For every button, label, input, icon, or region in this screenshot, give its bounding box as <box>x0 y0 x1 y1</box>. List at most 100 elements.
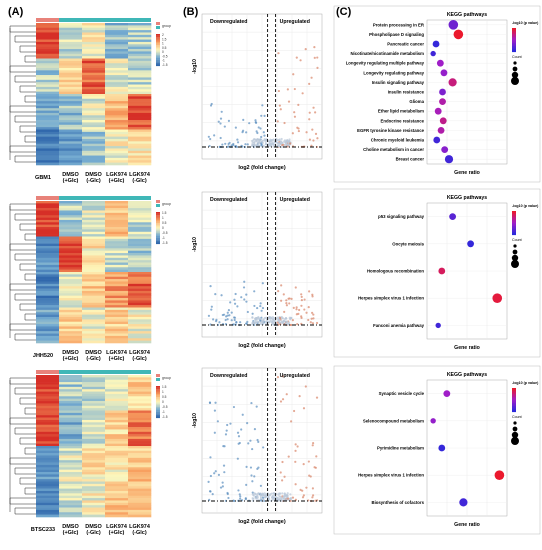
volcano-point-ns <box>259 496 263 499</box>
heatmap-cell <box>105 429 129 433</box>
group-bar-control <box>36 370 59 374</box>
heatmap-cell <box>82 307 106 311</box>
heatmap-cell <box>105 507 129 511</box>
volcano-point-down <box>227 496 230 500</box>
heatmap-cell <box>82 108 106 111</box>
volcano-point-up <box>289 499 292 503</box>
heatmap-cell <box>59 417 83 421</box>
heatmap-cell <box>82 117 106 121</box>
volcano-point-down <box>216 420 219 423</box>
heatmap-cell <box>105 120 129 123</box>
heatmap-cell <box>105 286 129 289</box>
legend-tick: -1 <box>162 410 165 414</box>
heatmap-cell <box>128 25 152 29</box>
legend-tick: 1.5 <box>162 211 167 215</box>
heatmap-cell <box>82 331 106 334</box>
row-dendrogram <box>9 25 36 163</box>
volcano-point-down <box>260 135 263 139</box>
volcano-point-up <box>311 128 314 131</box>
kegg-bubble <box>440 69 448 77</box>
volcano-point-up <box>302 494 305 497</box>
heatmap-cell <box>59 422 83 425</box>
heatmap-cell <box>59 134 83 137</box>
heatmap-cell <box>59 410 83 414</box>
heatmap-cell <box>128 434 152 437</box>
heatmap-cell <box>59 441 83 444</box>
heatmap-cell <box>59 335 83 339</box>
heatmap-cell <box>36 105 60 109</box>
heatmap-cell <box>82 507 106 511</box>
heatmap-cell <box>36 203 60 207</box>
heatmap-cell <box>82 134 106 137</box>
heatmap-cell <box>128 101 152 104</box>
heatmap-cell <box>59 264 83 268</box>
heatmap-cell <box>59 476 83 480</box>
volcano-point-ns <box>280 145 283 149</box>
heatmap-cell <box>36 250 60 254</box>
heatmap-cell <box>128 472 152 475</box>
heatmap-cell <box>36 103 60 107</box>
volcano-point-down <box>257 440 260 443</box>
heatmap-cell <box>128 143 152 147</box>
kegg-legend-colorbar-step <box>512 34 516 36</box>
volcano-point-down <box>245 300 248 303</box>
heatmap-cell <box>59 63 83 66</box>
heatmap-cell <box>128 203 152 207</box>
heatmap-cell <box>36 476 60 480</box>
volcano-point-down <box>237 435 241 438</box>
heatmap-cell <box>82 448 106 452</box>
heatmap-cell <box>36 307 60 311</box>
heatmap-cell <box>36 219 60 223</box>
heatmap-cell <box>82 386 106 390</box>
heatmap-cell <box>82 481 106 485</box>
heatmap-cell <box>105 75 129 78</box>
heatmap-cell <box>82 124 106 128</box>
heatmap-cell <box>82 260 106 263</box>
heatmap-cell <box>128 502 152 506</box>
legend-colorbar-step <box>156 54 160 57</box>
heatmap-cell <box>105 340 129 344</box>
volcano-point-down <box>225 315 228 318</box>
heatmap-cell <box>36 30 60 33</box>
heatmap-cell <box>105 229 129 233</box>
heatmap-cell <box>59 96 83 100</box>
heatmap-cell <box>36 514 60 518</box>
heatmap-cell <box>36 51 60 55</box>
heatmap-cell <box>128 486 152 489</box>
heatmap-cell <box>105 328 129 332</box>
kegg-legend-colorbar-step <box>512 388 516 390</box>
kegg-bubble <box>459 498 468 507</box>
heatmap-cell <box>128 245 152 249</box>
heatmap-cell <box>82 25 106 29</box>
kegg-count-legend-dot <box>511 437 519 445</box>
volcano-point-up <box>290 297 293 301</box>
volcano-point-ns <box>271 138 274 142</box>
dendrogram-branch <box>14 213 36 221</box>
heatmap-cell <box>36 488 60 492</box>
heatmap-cell <box>36 255 60 259</box>
heatmap-cell <box>59 212 83 216</box>
kegg-xlabel: Gene ratio <box>454 345 480 351</box>
heatmap-cell <box>36 248 60 251</box>
heatmap-cell <box>59 65 83 69</box>
heatmap-cell <box>128 79 152 83</box>
volcano-point-up <box>308 82 311 85</box>
heatmap-cell <box>59 138 83 142</box>
heatmap-cell <box>59 286 83 289</box>
volcano-point-down <box>215 318 218 321</box>
legend-colorbar-step <box>156 408 160 411</box>
volcano-point-ns <box>262 318 265 321</box>
heatmap-cell <box>36 127 60 130</box>
heatmap-cell <box>82 250 106 254</box>
kegg-count-legend-dot <box>511 254 519 262</box>
heatmap-cell <box>105 77 129 81</box>
heatmap-cell <box>128 70 152 73</box>
heatmap-cell <box>36 398 60 402</box>
heatmap-cell <box>59 495 83 499</box>
heatmap-cell <box>59 396 83 399</box>
heatmap-cell <box>36 283 60 287</box>
legend-colorbar-step <box>156 62 160 65</box>
heatmap-cell <box>59 222 83 225</box>
volcano-point-ns <box>278 321 281 324</box>
